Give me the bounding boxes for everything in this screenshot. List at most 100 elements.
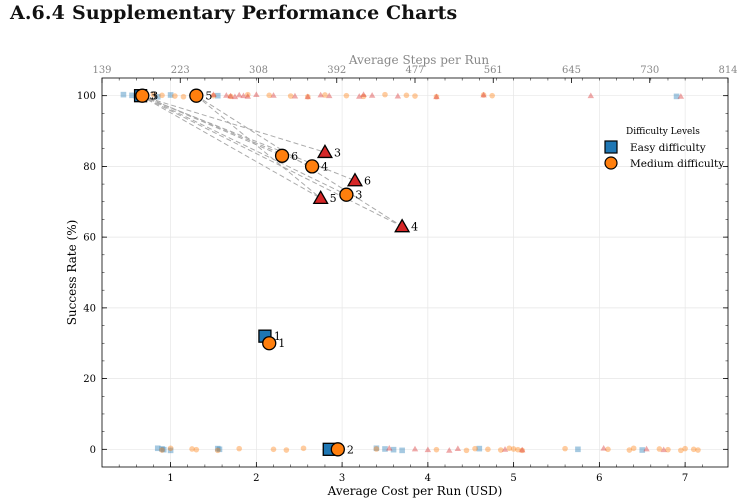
- medium-background-point: [159, 447, 165, 453]
- medium-background-point: [167, 445, 174, 452]
- x-tick-label: 6: [596, 473, 602, 484]
- hard-background-point: [317, 91, 324, 98]
- medium-point: [339, 187, 354, 202]
- medium-background-point: [172, 93, 178, 99]
- medium-background-point: [682, 445, 688, 452]
- medium-background-point: [412, 93, 418, 99]
- hard-background-point: [587, 92, 595, 99]
- medium-background-point: [485, 446, 491, 453]
- medium-background-point: [489, 92, 495, 99]
- hard-background-point: [480, 91, 487, 98]
- easy-background-point: [154, 93, 161, 100]
- hard-background-point: [235, 91, 243, 98]
- medium-background-point: [236, 445, 243, 452]
- hard-background-point: [360, 91, 367, 98]
- medium-background-point: [373, 446, 380, 452]
- top-x-tick-label: 645: [562, 65, 581, 76]
- medium-point-label: 3: [151, 90, 158, 103]
- medium-background-point: [227, 93, 234, 100]
- hard-background-point: [394, 92, 402, 99]
- medium-point-label: 1: [278, 337, 285, 350]
- medium-background-point: [322, 92, 328, 98]
- medium-point: [274, 148, 290, 163]
- medium-background-point: [360, 93, 367, 100]
- x-tick-label: 1: [167, 473, 173, 484]
- connector-line: [196, 95, 403, 227]
- easy-background-point: [159, 446, 165, 452]
- medium-background-point: [180, 93, 187, 100]
- hard-background-point: [386, 445, 393, 451]
- x-axis-label: Average Cost per Run (USD): [327, 484, 503, 498]
- hard-point-label: 5: [330, 192, 337, 205]
- hard-background-point: [411, 445, 419, 452]
- easy-background-point: [639, 447, 646, 453]
- connector-line: [140, 95, 403, 227]
- medium-background-point: [506, 445, 513, 452]
- hard-point-label: 3: [334, 146, 341, 159]
- hard-background-point: [240, 92, 247, 99]
- easy-background-point: [129, 92, 135, 99]
- legend-medium-marker: [604, 156, 618, 170]
- hard-background-point: [501, 446, 509, 452]
- easy-background-point: [373, 445, 380, 452]
- medium-point-label: 3: [355, 189, 362, 202]
- hard-point: [312, 190, 329, 205]
- medium-background-point: [562, 445, 568, 452]
- medium-point-label: 2: [347, 443, 354, 456]
- easy-background-point: [120, 91, 127, 98]
- hard-background-point: [600, 445, 607, 451]
- medium-background-point: [605, 446, 611, 453]
- easy-background-point: [399, 447, 405, 454]
- section-title: Supplementary Performance Charts: [72, 2, 458, 24]
- connector-line: [140, 95, 326, 153]
- medium-background-point: [626, 447, 633, 453]
- legend-medium-label: Medium difficulty: [630, 158, 724, 170]
- top-x-tick-label: 308: [249, 65, 268, 76]
- x-tick-label: 2: [253, 473, 259, 484]
- easy-background-point: [673, 93, 680, 100]
- hard-background-point: [518, 446, 526, 453]
- easy-background-point: [382, 446, 388, 452]
- top-x-tick-label: 223: [171, 65, 190, 76]
- medium-background-point: [244, 91, 251, 98]
- x-tick-label: 3: [339, 473, 345, 484]
- connector-line: [140, 95, 321, 199]
- hard-background-point: [643, 445, 650, 452]
- medium-background-point: [630, 445, 637, 452]
- hard-background-point: [433, 93, 440, 100]
- top-x-tick-label: 561: [484, 65, 503, 76]
- highlighted-points: 31235643123654: [133, 88, 418, 457]
- hard-background-point: [446, 447, 453, 453]
- medium-point: [135, 88, 150, 103]
- medium-point-label: 5: [205, 90, 212, 103]
- connector-line: [142, 95, 347, 196]
- hard-background-point: [677, 93, 685, 99]
- hard-background-point: [227, 92, 234, 99]
- medium-background-point: [433, 446, 440, 453]
- hard-background-point: [244, 93, 252, 99]
- top-x-tick-label: 139: [92, 65, 111, 76]
- hard-background-point: [304, 93, 312, 100]
- easy-point-label: 1: [274, 330, 281, 343]
- y-axis-label: Success Rate (%): [65, 220, 79, 326]
- medium-background-point: [266, 92, 273, 99]
- medium-background-point: [382, 91, 388, 98]
- hard-background-point: [454, 445, 462, 452]
- medium-background-point: [159, 92, 165, 99]
- easy-point-label: 3: [150, 90, 157, 103]
- x-tick-label: 5: [510, 473, 516, 484]
- medium-point: [189, 88, 204, 103]
- hard-background-point: [210, 91, 217, 98]
- connector-line: [196, 95, 321, 199]
- easy-background-point: [154, 445, 161, 452]
- hard-background-point: [291, 92, 299, 99]
- easy-background-point: [390, 446, 397, 453]
- hard-background-point: [270, 92, 277, 98]
- medium-background-point: [433, 93, 440, 100]
- legend-title: Difficulty Levels: [626, 127, 700, 137]
- top-x-tick-label: 477: [405, 65, 424, 76]
- medium-background-point: [300, 445, 307, 452]
- hard-background-point: [356, 93, 363, 99]
- top-x-tick-label: 730: [640, 65, 659, 76]
